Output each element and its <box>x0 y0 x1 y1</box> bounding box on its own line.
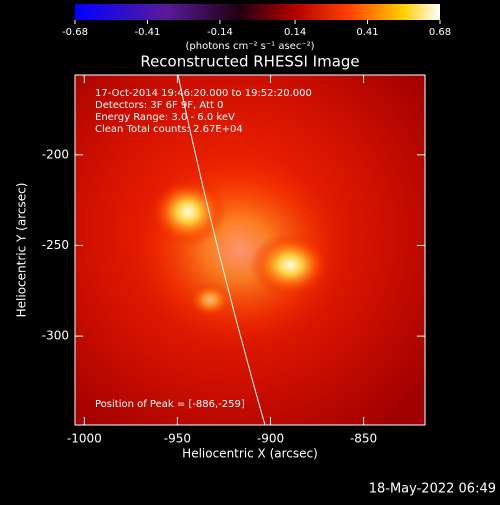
annotation: Detectors: 3F 6F 9F, Att 0 <box>95 100 223 111</box>
annotation: Energy Range: 3.0 - 6.0 keV <box>95 112 235 123</box>
timestamp: 18-May-2022 06:49 <box>369 482 496 497</box>
y-axis-label: Heliocentric Y (arcsec) <box>15 183 29 318</box>
peak-label: Position of Peak = [-886,-259] <box>95 399 245 410</box>
colorbar-tick-label: -0.68 <box>62 27 88 38</box>
chart-title: Reconstructed RHESSI Image <box>140 53 359 71</box>
y-tick-label: -300 <box>42 329 69 343</box>
colorbar-label: (photons cm⁻² s⁻¹ asec⁻²) <box>185 41 314 52</box>
annotation: 17-Oct-2014 19:46:20.000 to 19:52:20.000 <box>95 88 312 99</box>
image <box>75 75 425 425</box>
x-tick-label: -900 <box>257 432 284 446</box>
colorbar-tick-label: -0.14 <box>207 27 233 38</box>
y-tick-label: -250 <box>42 238 69 252</box>
x-axis-label: Heliocentric X (arcsec) <box>182 447 318 461</box>
colorbar-tick-label: -0.41 <box>135 27 161 38</box>
y-tick-label: -200 <box>42 147 69 161</box>
colorbar-tick-label: 0.41 <box>356 27 378 38</box>
x-tick-label: -950 <box>164 432 191 446</box>
annotation: Clean Total counts: 2.67E+04 <box>95 124 243 135</box>
plot-frame <box>74 74 426 426</box>
x-tick-label: -850 <box>350 432 377 446</box>
colorbar-tick-label: 0.14 <box>284 27 306 38</box>
colorbar-tick-label: 0.68 <box>429 27 451 38</box>
colorbar <box>75 4 440 20</box>
x-tick-label: -1000 <box>67 432 102 446</box>
